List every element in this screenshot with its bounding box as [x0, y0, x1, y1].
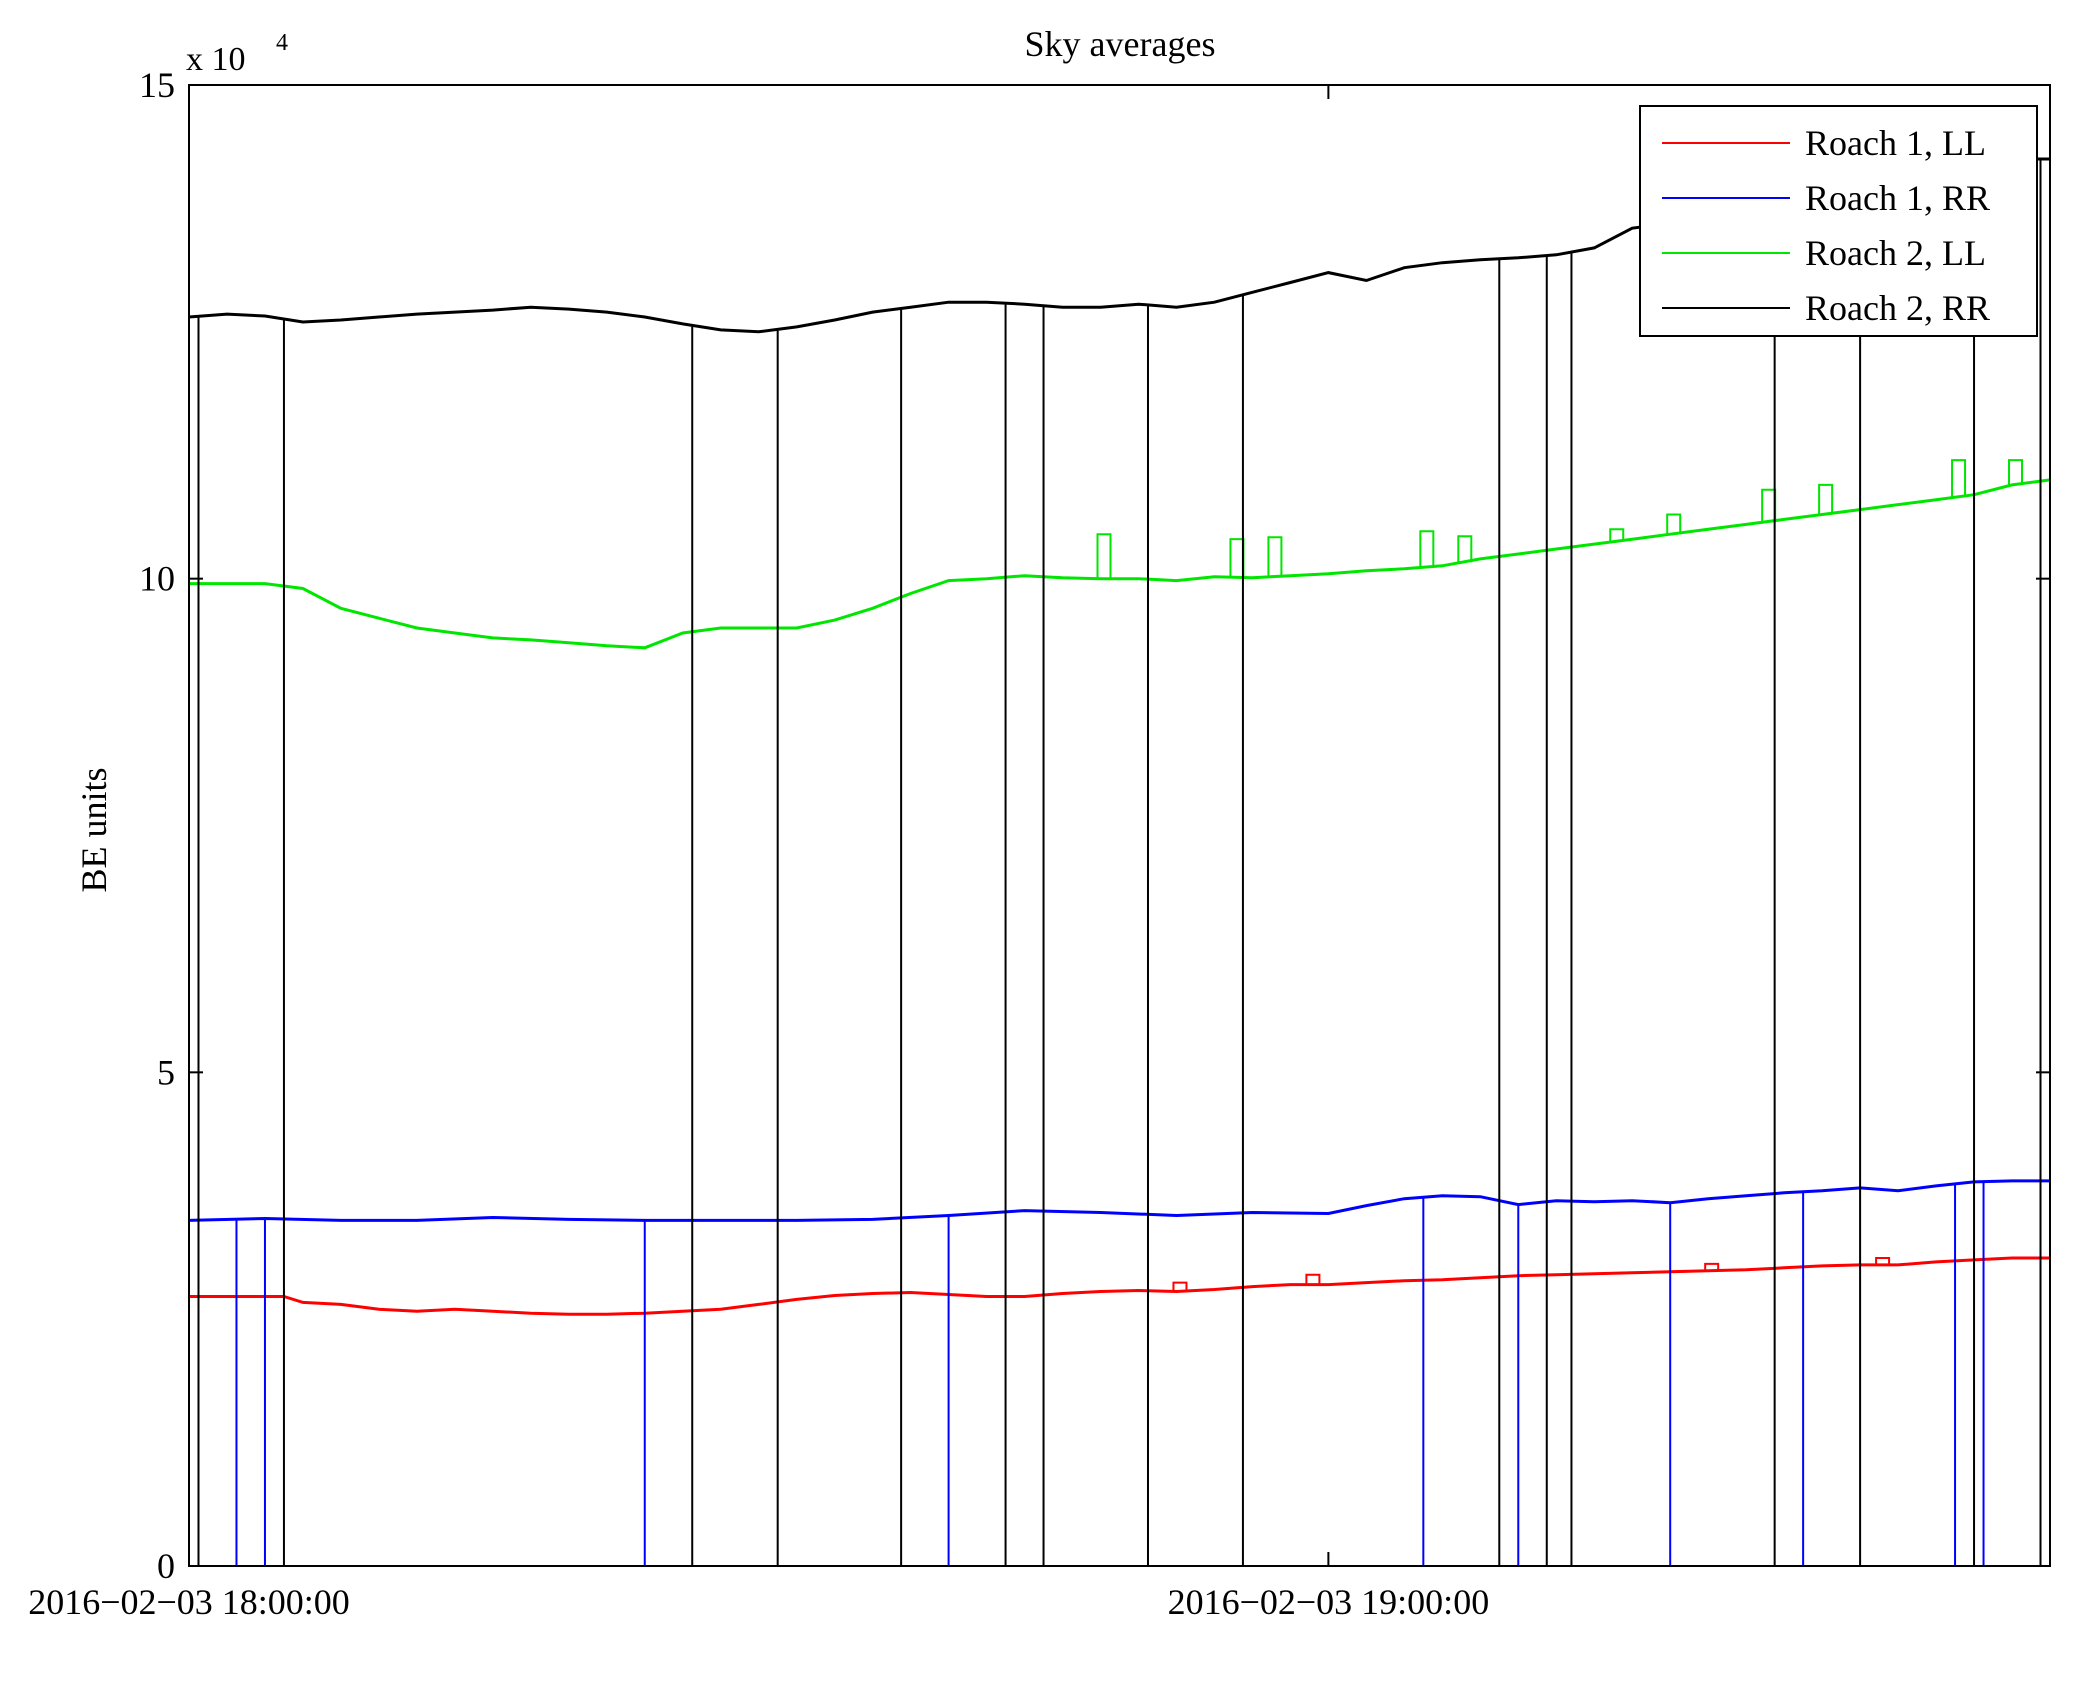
legend-label: Roach 1, RR: [1805, 178, 1990, 218]
legend-item: Roach 2, RR: [1662, 288, 1990, 328]
legend: Roach 1, LL Roach 1, RR Roach 2, LL Roach 2…: [1639, 105, 2038, 337]
series-spike: [1666, 513, 1682, 535]
x-tick-label: 2016−02−03 18:00:00: [28, 1582, 350, 1622]
y-multiplier-base: x 10: [186, 41, 246, 78]
plot-area-frame: [188, 84, 2051, 1567]
series-roach-1-rr: [188, 1179, 2050, 1566]
series-spike: [1267, 536, 1283, 577]
legend-item: Roach 1, LL: [1662, 123, 1986, 163]
series-roach-1-ll: [189, 1256, 2050, 1316]
series-line: [189, 1256, 2050, 1316]
series-spike: [1818, 483, 1834, 515]
series-spike: [1951, 459, 1967, 498]
series-spike: [1609, 528, 1625, 542]
legend-label: Roach 2, RR: [1805, 288, 1990, 328]
legend-box: [1639, 105, 2038, 337]
y-multiplier-exponent: 4: [276, 30, 288, 56]
y-axis-label: BE units: [74, 767, 114, 892]
series-spike: [2008, 459, 2024, 485]
series-spike: [1419, 530, 1435, 568]
legend-item: Roach 2, LL: [1662, 233, 1986, 273]
ticks-layer: 0 5 10 15 2016−02−03 18:00:00 2016−02−03 19:0…: [28, 65, 2050, 1622]
series-spike: [1704, 1262, 1720, 1271]
series-spike: [1305, 1273, 1321, 1285]
y-tick-label: 0: [157, 1546, 175, 1586]
series-spike: [1457, 535, 1473, 563]
y-tick-label: 15: [139, 65, 175, 105]
series-spike: [1875, 1256, 1891, 1265]
series-spike: [1172, 1281, 1188, 1292]
series-spike: [1096, 533, 1112, 579]
legend-item: Roach 1, RR: [1662, 178, 1990, 218]
y-tick-label: 5: [157, 1052, 175, 1092]
series-line: [188, 1179, 2050, 1222]
legend-label: Roach 1, LL: [1805, 123, 1986, 163]
series-roach-2-rr: [188, 157, 2050, 1566]
series-layer: [188, 157, 2051, 1566]
legend-label: Roach 2, LL: [1805, 233, 1986, 273]
series-line: [189, 478, 2051, 650]
x-tick-label: 2016−02−03 19:00:00: [1168, 1582, 1490, 1622]
y-tick-label: 10: [139, 559, 175, 599]
chart-title: Sky averages: [1025, 24, 1216, 64]
